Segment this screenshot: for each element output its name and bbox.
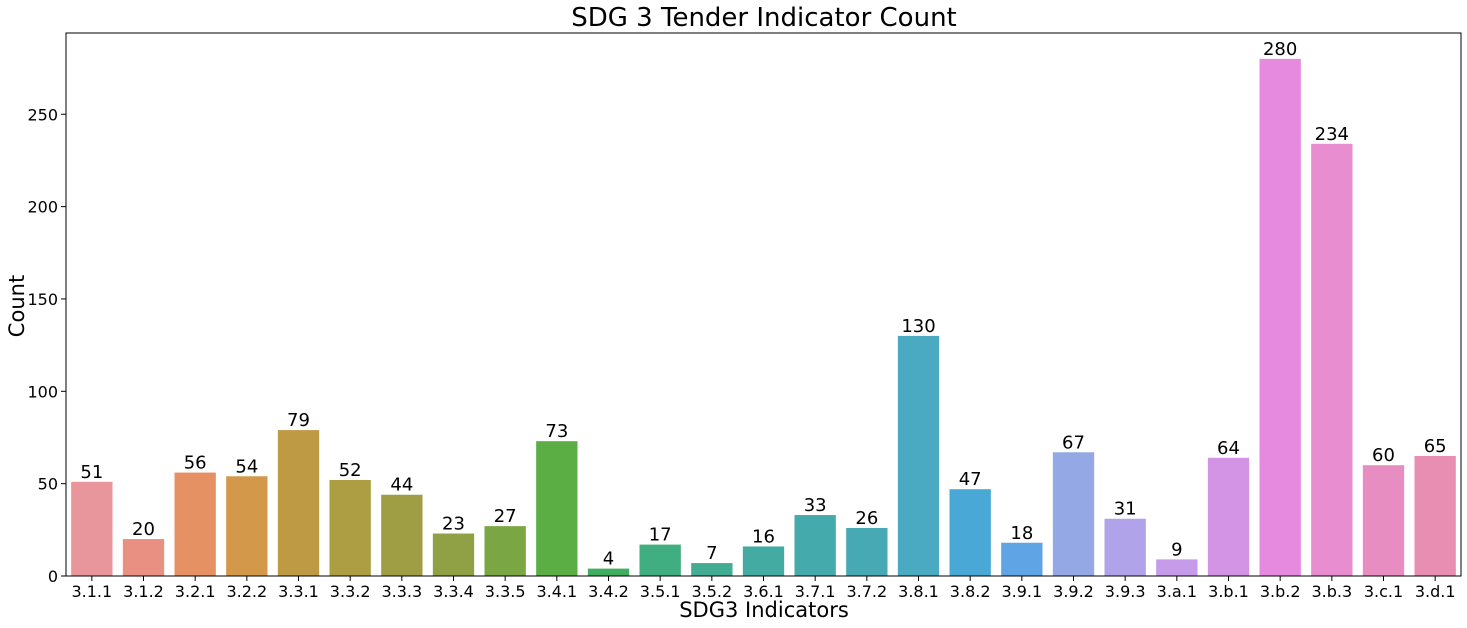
bar-3.5.2 bbox=[691, 563, 733, 576]
x-axis-ticks: 3.1.1 3.1.2 3.2.1 3.2.2 3.3.1 3.3.2 3.3.3 3.3.4… bbox=[71, 576, 1456, 601]
bar-value-label: 9 bbox=[1171, 539, 1182, 560]
x-tick-label: 3.3.2 bbox=[330, 582, 371, 601]
bar-value-label: 44 bbox=[390, 475, 413, 496]
y-tick-label: 0 bbox=[48, 567, 58, 586]
bar-3.8.1 bbox=[897, 335, 940, 576]
bar-3.3.4 bbox=[432, 533, 475, 576]
bar-value-label: 47 bbox=[959, 469, 982, 490]
bar-value-label: 18 bbox=[1010, 523, 1033, 544]
bar-value-label: 4 bbox=[603, 549, 614, 570]
bar-3.8.2 bbox=[949, 489, 991, 576]
bar-value-label: 73 bbox=[545, 421, 568, 442]
x-tick-label: 3.c.1 bbox=[1364, 582, 1403, 601]
bar-3.9.1 bbox=[1001, 542, 1043, 576]
bar-3.3.3 bbox=[381, 494, 423, 576]
x-tick-label: 3.b.1 bbox=[1208, 582, 1249, 601]
x-tick-label: 3.5.2 bbox=[691, 582, 732, 601]
x-tick-label: 3.3.1 bbox=[278, 582, 319, 601]
bar-3.3.5 bbox=[484, 526, 526, 576]
x-tick-label: 3.7.2 bbox=[846, 582, 887, 601]
bars-group bbox=[71, 58, 1456, 577]
y-tick-label: 100 bbox=[27, 382, 58, 401]
y-axis-ticks: 0 50 100 150 200 250 bbox=[27, 105, 66, 586]
bar-3.2.1 bbox=[174, 472, 216, 576]
bar-value-label: 56 bbox=[184, 453, 207, 474]
x-tick-label: 3.6.1 bbox=[743, 582, 784, 601]
x-tick-label: 3.4.2 bbox=[588, 582, 629, 601]
bar-value-label: 27 bbox=[494, 506, 517, 527]
bar-value-label: 67 bbox=[1062, 432, 1085, 453]
bar-3.7.1 bbox=[794, 515, 836, 576]
bar-value-label: 20 bbox=[132, 519, 155, 540]
bar-value-label: 16 bbox=[752, 526, 775, 547]
bar-3.2.2 bbox=[226, 476, 268, 576]
bar-3.3.2 bbox=[329, 479, 371, 576]
x-tick-label: 3.4.1 bbox=[536, 582, 577, 601]
bar-value-label: 234 bbox=[1315, 124, 1349, 145]
bar-value-label: 60 bbox=[1372, 445, 1395, 466]
bar-value-label: 17 bbox=[649, 525, 672, 546]
bar-3.d.1 bbox=[1414, 455, 1456, 576]
bar-value-label: 280 bbox=[1263, 39, 1297, 60]
y-tick-label: 150 bbox=[27, 290, 58, 309]
bar-3.a.1 bbox=[1156, 559, 1198, 576]
bar-3.7.2 bbox=[846, 527, 888, 576]
bar-value-label: 31 bbox=[1114, 499, 1137, 520]
bar-value-label: 51 bbox=[80, 462, 103, 483]
x-tick-label: 3.9.1 bbox=[1001, 582, 1042, 601]
x-tick-label: 3.2.1 bbox=[175, 582, 216, 601]
bar-value-label: 79 bbox=[287, 410, 310, 431]
x-tick-label: 3.2.2 bbox=[226, 582, 267, 601]
bar-3.1.1 bbox=[71, 481, 113, 576]
bar-value-label: 26 bbox=[855, 508, 878, 529]
y-axis-label: Count bbox=[5, 275, 29, 337]
bar-3.9.2 bbox=[1052, 452, 1095, 576]
bar-3.b.1 bbox=[1207, 457, 1250, 576]
bar-value-label: 65 bbox=[1424, 436, 1447, 457]
bar-value-label: 33 bbox=[804, 495, 827, 516]
x-tick-label: 3.a.1 bbox=[1157, 582, 1197, 601]
bar-value-label: 130 bbox=[901, 316, 935, 337]
chart-title: SDG 3 Tender Indicator Count bbox=[571, 3, 957, 33]
y-tick-label: 50 bbox=[38, 475, 58, 494]
x-tick-label: 3.3.4 bbox=[433, 582, 474, 601]
plot-frame bbox=[65, 32, 1462, 577]
bar-3.9.3 bbox=[1104, 518, 1146, 576]
x-tick-label: 3.8.2 bbox=[950, 582, 991, 601]
x-tick-label: 3.7.1 bbox=[795, 582, 836, 601]
bar-value-label: 54 bbox=[235, 456, 258, 477]
x-tick-label: 3.8.1 bbox=[898, 582, 939, 601]
bar-3.5.1 bbox=[639, 544, 681, 576]
bar-3.b.3 bbox=[1311, 143, 1353, 576]
bar-3.1.2 bbox=[122, 539, 165, 576]
bar-3.c.1 bbox=[1362, 465, 1405, 576]
bar-3.3.1 bbox=[277, 430, 320, 576]
bar-value-label: 64 bbox=[1217, 438, 1240, 459]
y-tick-label: 250 bbox=[27, 105, 58, 124]
bar-value-label: 52 bbox=[339, 460, 362, 481]
x-tick-label: 3.d.1 bbox=[1415, 582, 1456, 601]
x-tick-label: 3.9.2 bbox=[1053, 582, 1094, 601]
x-tick-label: 3.1.2 bbox=[123, 582, 164, 601]
x-tick-label: 3.3.3 bbox=[381, 582, 422, 601]
y-tick-label: 200 bbox=[27, 198, 58, 217]
x-tick-label: 3.b.3 bbox=[1311, 582, 1352, 601]
x-axis-label: SDG3 Indicators bbox=[679, 598, 849, 622]
bar-labels-group: 51 20 56 54 79 52 44 23 27 73 4 17 7 16 33 26 130 47 18 67 3… bbox=[80, 39, 1446, 570]
x-tick-label: 3.1.1 bbox=[71, 582, 112, 601]
x-tick-label: 3.3.5 bbox=[485, 582, 526, 601]
bar-3.4.1 bbox=[536, 441, 578, 576]
bar-value-label: 23 bbox=[442, 514, 465, 535]
bar-3.b.2 bbox=[1259, 58, 1301, 577]
bar-3.6.1 bbox=[742, 546, 785, 576]
x-tick-label: 3.b.2 bbox=[1260, 582, 1301, 601]
x-tick-label: 3.5.1 bbox=[640, 582, 681, 601]
bar-value-label: 7 bbox=[706, 543, 717, 564]
bar-3.4.2 bbox=[587, 568, 630, 576]
x-tick-label: 3.9.3 bbox=[1105, 582, 1146, 601]
